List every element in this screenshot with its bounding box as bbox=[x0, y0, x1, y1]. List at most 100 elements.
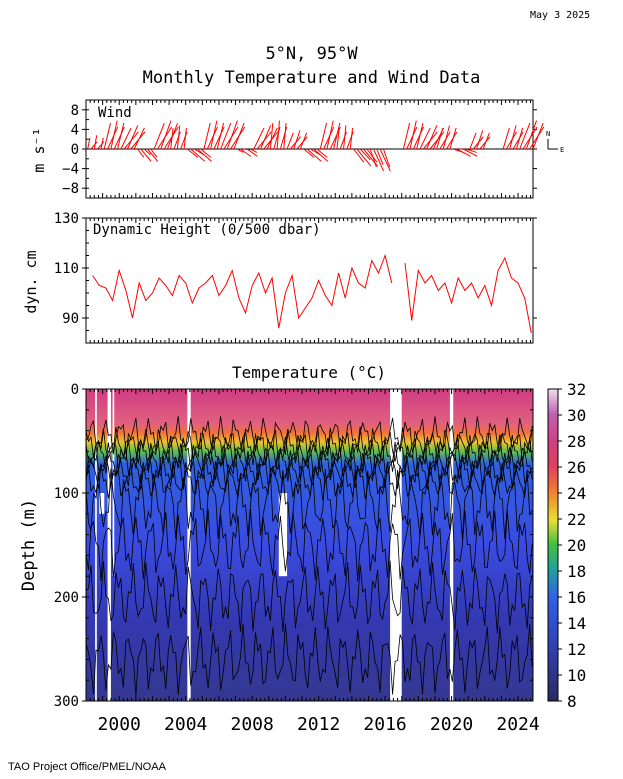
wind-stick bbox=[253, 127, 265, 150]
temp-y-tick-label: 300 bbox=[54, 694, 79, 710]
wind-stick bbox=[529, 126, 545, 150]
wind-stick bbox=[402, 122, 411, 150]
wind-stick bbox=[293, 130, 301, 150]
wind-stick bbox=[512, 131, 524, 150]
dyn-y-tick-label: 110 bbox=[54, 261, 79, 277]
wind-stick bbox=[316, 148, 328, 158]
wind-stick bbox=[107, 126, 119, 150]
colorbar-tick-label: 8 bbox=[567, 692, 577, 711]
wind-stick bbox=[103, 122, 112, 150]
temp-y-tick-label: 200 bbox=[54, 590, 79, 606]
wind-stick bbox=[323, 126, 335, 150]
colorbar bbox=[547, 388, 559, 702]
wind-y-tick-label: 8 bbox=[71, 103, 79, 119]
wind-y-tick-label: −4 bbox=[62, 162, 79, 178]
isotherm-contour bbox=[85, 441, 533, 482]
dyn-y-tick-label: 90 bbox=[62, 311, 79, 327]
wind-panel: 8 4 0 −4 −8 Wind m s⁻¹ N E bbox=[30, 99, 564, 199]
dyn-y-tick-label: 130 bbox=[54, 211, 79, 227]
wind-stick bbox=[213, 126, 225, 150]
wind-y-tick-label: 0 bbox=[71, 142, 79, 158]
colorbar-tick-label: 18 bbox=[567, 562, 586, 581]
wind-stick bbox=[97, 141, 105, 150]
wind-stick bbox=[532, 122, 544, 150]
footer-credit: TAO Project Office/PMEL/NOAA bbox=[8, 761, 166, 773]
wind-stick bbox=[230, 126, 246, 150]
temp-y-tick-label: 100 bbox=[54, 486, 79, 502]
date-stamp: May 3 2025 bbox=[530, 10, 591, 21]
wind-stick bbox=[183, 127, 187, 150]
wind-stick bbox=[376, 148, 384, 165]
wind-stick bbox=[210, 120, 218, 150]
data-gap bbox=[107, 389, 111, 701]
wind-stick bbox=[412, 126, 425, 150]
isotherm-contour bbox=[85, 416, 533, 456]
colorbar-tick-label: 32 bbox=[567, 380, 586, 399]
wind-stick bbox=[147, 148, 159, 162]
wind-stick bbox=[203, 122, 211, 150]
wind-stick bbox=[515, 127, 524, 150]
wind-stick bbox=[160, 120, 172, 150]
colorbar-tick-label: 14 bbox=[567, 614, 586, 633]
wind-y-axis-label: m s⁻¹ bbox=[30, 127, 48, 172]
chart-title-location: 5°N, 95°W bbox=[265, 44, 358, 64]
wind-stick bbox=[200, 148, 212, 158]
wind-stick bbox=[406, 126, 418, 150]
x-tick-label: 2012 bbox=[297, 714, 340, 735]
temperature-panel: 0 100 200 300 Temperature (°C) Depth (m) 2000 2… bbox=[19, 363, 586, 735]
wind-stick bbox=[220, 122, 232, 150]
wind-stick bbox=[216, 122, 225, 150]
wind-stick bbox=[502, 127, 510, 150]
temperature-axes-frame bbox=[85, 388, 534, 702]
wind-stick bbox=[462, 148, 478, 157]
wind-stick bbox=[176, 125, 181, 150]
wind-stick bbox=[419, 127, 431, 150]
wind-stick bbox=[299, 132, 308, 150]
wind-stick bbox=[260, 125, 272, 150]
wind-stick bbox=[509, 125, 517, 150]
wind-stick bbox=[110, 120, 118, 150]
wind-stick bbox=[442, 125, 451, 150]
wind-stick bbox=[296, 136, 308, 150]
wind-stick bbox=[226, 120, 238, 150]
wind-stick bbox=[206, 126, 218, 150]
dynamic-height-panel: 130 110 90 Dynamic Height (0/500 dbar) dyn. … bbox=[22, 211, 537, 344]
temperature-panel-title: Temperature (°C) bbox=[232, 363, 386, 382]
wind-panel-label: Wind bbox=[98, 105, 132, 121]
colorbar-tick-label: 26 bbox=[567, 458, 586, 477]
x-tick-label: 2008 bbox=[230, 714, 273, 735]
wind-stick bbox=[426, 125, 438, 150]
dyn-panel-label: Dynamic Height (0/500 dbar) bbox=[93, 222, 321, 238]
wind-stick bbox=[197, 148, 212, 162]
wind-stick bbox=[127, 125, 139, 150]
x-tick-label: 2004 bbox=[164, 714, 207, 735]
wind-stick bbox=[356, 148, 372, 167]
temp-y-tick-label: 0 bbox=[71, 382, 79, 398]
wind-stick bbox=[409, 120, 417, 150]
wind-stick bbox=[482, 132, 490, 150]
wind-stick bbox=[187, 148, 198, 158]
x-tick-label: 2020 bbox=[430, 714, 473, 735]
data-gap bbox=[449, 389, 454, 701]
wind-stick bbox=[525, 120, 538, 150]
isotherm-contour bbox=[85, 508, 533, 582]
wind-stick bbox=[233, 122, 245, 150]
wind-stick bbox=[303, 148, 315, 158]
wind-stick bbox=[143, 148, 151, 156]
isotherm-contour bbox=[85, 450, 533, 491]
wind-stick bbox=[476, 130, 484, 150]
data-gap bbox=[95, 389, 97, 701]
data-gap bbox=[187, 389, 191, 701]
wind-stick bbox=[137, 148, 145, 158]
wind-stick bbox=[236, 148, 244, 153]
dyn-y-axis-label: dyn. cm bbox=[22, 250, 40, 313]
wind-stick bbox=[353, 148, 365, 163]
temp-y-axis-label: Depth (m) bbox=[19, 499, 39, 591]
wind-stick bbox=[90, 141, 98, 150]
colorbar-tick-label: 28 bbox=[567, 432, 586, 451]
data-gap bbox=[278, 493, 288, 577]
chart-title: Monthly Temperature and Wind Data bbox=[142, 68, 481, 88]
wind-stick bbox=[359, 148, 371, 161]
wind-stick bbox=[446, 131, 458, 150]
